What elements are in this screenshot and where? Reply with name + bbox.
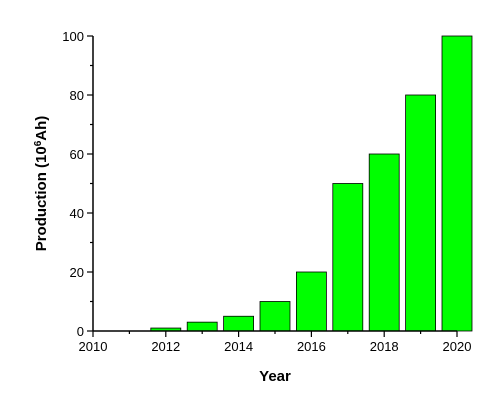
bars-group bbox=[150, 35, 473, 332]
y-tick-label-100: 100 bbox=[62, 29, 84, 44]
y-axis-title-superscript: 6 bbox=[33, 140, 44, 146]
x-ticks-group: 2010 2012 2014 2016 2018 2020 bbox=[79, 331, 472, 354]
x-tick-label-2010: 2010 bbox=[79, 339, 108, 354]
x-tick-label-2018: 2018 bbox=[370, 339, 399, 354]
y-axis-title: Production (106Ah) bbox=[33, 116, 51, 252]
bar-2013 bbox=[186, 321, 218, 332]
bar-2016 bbox=[295, 271, 327, 332]
bar-2018 bbox=[368, 153, 400, 332]
x-tick-label-2012: 2012 bbox=[151, 339, 180, 354]
bar-2015 bbox=[259, 301, 291, 332]
bar-2014 bbox=[223, 315, 255, 332]
y-tick-label-40: 40 bbox=[70, 206, 84, 221]
x-tick-label-2014: 2014 bbox=[224, 339, 253, 354]
x-tick-label-2020: 2020 bbox=[443, 339, 472, 354]
y-axis-title-suffix: Ah) bbox=[33, 116, 50, 141]
y-ticks-group: 0 20 40 60 80 100 bbox=[62, 29, 93, 339]
y-tick-label-60: 60 bbox=[70, 147, 84, 162]
x-tick-label-2016: 2016 bbox=[297, 339, 326, 354]
bar-2020 bbox=[441, 35, 473, 332]
y-axis-title-prefix: Production (10 bbox=[33, 146, 50, 251]
y-tick-label-80: 80 bbox=[70, 88, 84, 103]
bar-2017 bbox=[332, 183, 364, 332]
y-tick-label-20: 20 bbox=[70, 265, 84, 280]
bar-2019 bbox=[405, 94, 437, 332]
x-axis-title: Year bbox=[259, 368, 291, 385]
y-tick-label-0: 0 bbox=[77, 324, 84, 339]
